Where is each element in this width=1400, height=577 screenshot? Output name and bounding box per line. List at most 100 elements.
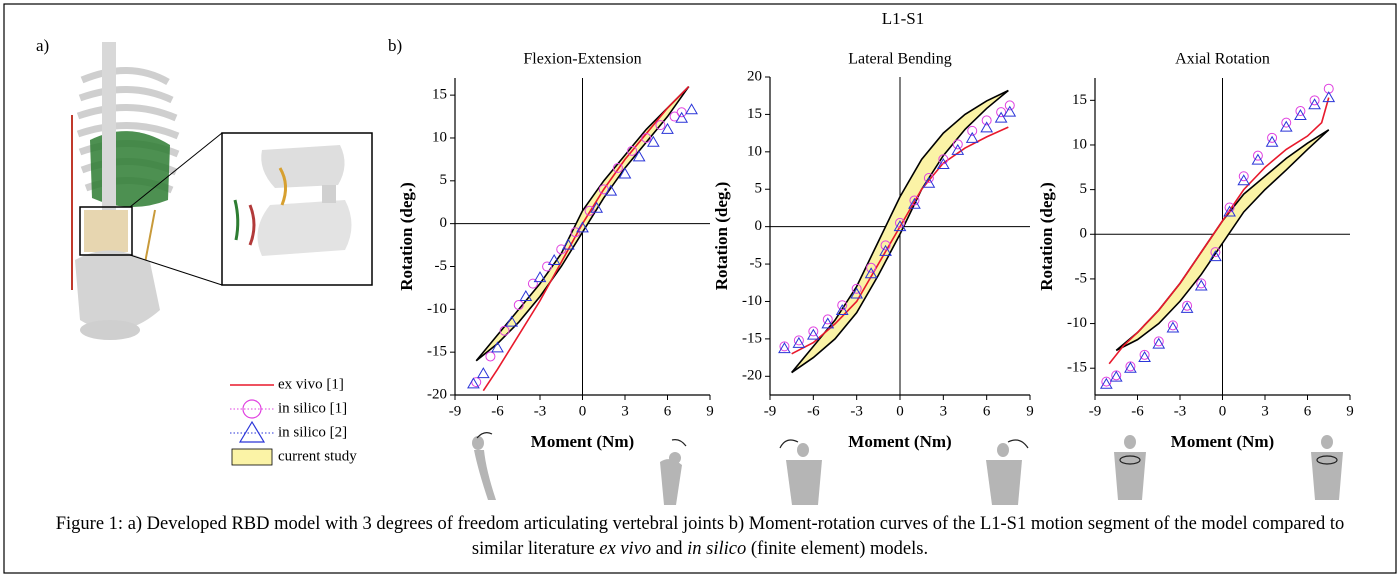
y-tick-label: -15 (427, 344, 447, 360)
triangle-marker (1124, 361, 1137, 373)
circle-marker (967, 125, 978, 136)
y-tick-label: -5 (750, 255, 763, 271)
frame (3, 3, 1397, 574)
band-lower-edge (791, 89, 1009, 374)
current-study-band (791, 90, 1009, 373)
triangle-marker (1209, 250, 1222, 262)
circle-marker (851, 283, 862, 294)
circle-marker (808, 326, 819, 337)
x-tick-label: -3 (534, 403, 547, 419)
triangle-marker (576, 221, 589, 233)
circle-marker (793, 335, 804, 346)
circle-marker (895, 217, 905, 228)
x-tick-label: 6 (1304, 403, 1312, 419)
circle-marker (1139, 349, 1150, 360)
triangle-marker (685, 103, 698, 115)
triangle-marker (922, 176, 936, 188)
x-tick-label: -9 (764, 403, 777, 419)
panel-a-label: a) (36, 36, 49, 55)
circle-marker (1196, 278, 1207, 289)
caption-text: (finite element) models. (746, 539, 929, 559)
caption-text: and (651, 539, 688, 559)
x-axis-title: Moment (Nm) (1171, 432, 1274, 451)
y-tick-label: 10 (747, 143, 762, 159)
x-tick-label: 0 (1219, 403, 1227, 419)
circle-marker (1323, 83, 1334, 94)
y-tick-label: 5 (440, 172, 448, 188)
legend: ex vivo [1] in silico [1] in silico [2] cur… (230, 376, 357, 466)
caption-italic: ex vivo (599, 539, 652, 559)
y-tick-label: 0 (755, 218, 763, 234)
x-tick-label: -6 (1131, 403, 1144, 419)
series (482, 86, 690, 392)
x-tick-label: 0 (579, 403, 587, 419)
y-tick-label: 5 (1080, 181, 1088, 197)
circle-marker (655, 120, 666, 131)
triangle-marker (1237, 174, 1251, 186)
skeleton-illustration (71, 42, 373, 340)
circle-marker (676, 107, 687, 118)
circle-marker (1153, 336, 1164, 347)
triangle-marker (994, 111, 1008, 123)
caption-text: Figure 1: a) Developed RBD model with 3 … (55, 514, 1345, 559)
series (791, 89, 1009, 374)
x-axis-title: Moment (Nm) (531, 432, 634, 451)
ex-vivo-line (482, 86, 690, 392)
triangle-marker (778, 342, 791, 354)
circle-marker (1281, 117, 1292, 128)
triangle-marker (476, 367, 490, 379)
triangle-marker (646, 135, 660, 147)
circle-marker (1224, 202, 1235, 213)
circle-marker (584, 205, 595, 216)
band-upper-edge (475, 86, 690, 362)
triangle-marker (491, 341, 504, 353)
triangle-marker (661, 122, 674, 134)
y-tick-label: -20 (427, 386, 447, 402)
series (779, 100, 1015, 352)
y-tick-label: -10 (427, 301, 447, 317)
x-tick-label: 3 (1261, 403, 1269, 419)
circle-marker (641, 132, 652, 143)
triangle-marker (632, 150, 646, 162)
triangle-marker (1294, 109, 1307, 121)
triangle-marker (604, 184, 618, 196)
x-tick-label: -3 (850, 403, 863, 419)
y-axis-title: Rotation (deg.) (397, 182, 416, 291)
x-tick-label: 0 (896, 403, 904, 419)
legend-label: in silico [1] (278, 400, 347, 416)
triangle-marker (1251, 153, 1265, 165)
triangle-marker (792, 336, 806, 348)
circle-marker (1309, 95, 1320, 106)
x-tick-label: 3 (940, 403, 948, 419)
triangle-marker (1138, 350, 1151, 362)
circle-marker (837, 300, 848, 311)
circle-marker (499, 325, 510, 336)
chart-title: Axial Rotation (1175, 51, 1270, 68)
y-tick-label: 15 (432, 87, 447, 103)
x-tick-label: -6 (807, 403, 820, 419)
series (1108, 97, 1330, 365)
motion-arrows (476, 432, 1338, 465)
triangle-marker (533, 271, 547, 283)
triangle-marker (965, 131, 979, 143)
triangle-marker (1279, 120, 1293, 132)
x-tick-label: 6 (664, 403, 672, 419)
circle-marker (1167, 320, 1178, 331)
legend-swatch (231, 448, 273, 466)
circle-marker (909, 195, 920, 206)
y-tick-label: -10 (1067, 315, 1087, 331)
triangle-marker (1322, 91, 1336, 103)
series (467, 103, 698, 389)
circle-marker (527, 278, 538, 289)
y-tick-label: 15 (747, 106, 762, 122)
circle-marker (1238, 171, 1249, 182)
caption: Figure 1: a) Developed RBD model with 3 … (40, 512, 1360, 562)
y-tick-label: -10 (742, 293, 762, 309)
circle-marker (1267, 132, 1278, 143)
y-tick-label: 0 (440, 215, 448, 231)
triangle-marker (980, 121, 994, 133)
series (471, 107, 687, 388)
circle-marker (996, 107, 1007, 118)
triangle-marker (1223, 205, 1236, 217)
chart: Axial Rotation Moment (Nm) Rotation (deg.)… (1037, 51, 1354, 451)
